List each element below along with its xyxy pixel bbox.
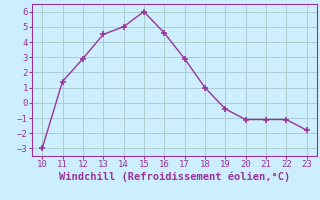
X-axis label: Windchill (Refroidissement éolien,°C): Windchill (Refroidissement éolien,°C) [59,172,290,182]
